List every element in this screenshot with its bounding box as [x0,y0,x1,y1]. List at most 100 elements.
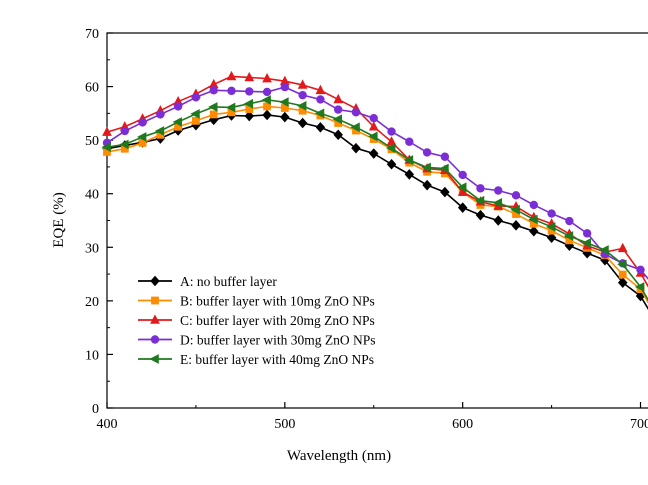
data-point [581,238,591,248]
data-point [192,116,200,125]
legend-label: C: buffer layer with 20mg ZnO NPs [180,313,375,328]
data-point [421,162,431,173]
data-point [156,110,165,119]
data-point [244,71,255,82]
data-point [243,98,254,109]
data-point [563,231,574,241]
data-point [599,245,609,255]
data-point [351,142,361,154]
series-d [102,82,648,280]
data-point [136,132,147,142]
data-point [617,277,628,288]
data-point [457,186,468,196]
y-tick-label: 40 [85,188,99,203]
y-tick-label: 10 [85,348,99,363]
data-point [227,86,236,96]
data-point [510,204,520,215]
data-point [386,136,397,146]
data-point [280,82,290,92]
y-tick-label: 50 [85,134,99,149]
data-point [440,152,450,161]
data-point [494,186,503,195]
data-point [528,214,538,225]
x-tick-label: 400 [97,417,118,432]
data-point [225,102,236,113]
data-point [582,229,592,238]
data-point [332,114,342,125]
data-point [102,126,112,136]
data-point [333,105,343,114]
data-point [280,111,290,123]
legend-item: B: buffer layer with 10mg ZnO NPs [138,294,375,309]
y-tick-label: 60 [85,81,99,96]
data-point [422,179,432,191]
data-point [511,191,521,200]
data-point [297,100,307,111]
data-point [101,142,111,152]
data-point [173,102,183,111]
data-point [262,109,272,121]
data-point [316,95,325,104]
legend-item: E: buffer layer with 40mg ZnO NPs [138,352,374,367]
data-point [154,126,165,136]
data-point [226,70,237,81]
data-point [350,122,360,133]
data-point [263,102,271,111]
data-point [547,209,556,218]
legend-item: A: no buffer layer [138,274,277,289]
legend-label: B: buffer layer with 10mg ZnO NPs [180,294,375,309]
data-point [368,131,378,142]
data-point [458,170,467,180]
data-point [315,84,326,95]
data-point [172,117,182,127]
data-point [476,184,485,193]
legend-item: D: buffer layer with 30mg ZnO NPs [138,333,375,348]
data-point [634,282,645,292]
data-point [333,93,344,104]
data-point [386,158,397,170]
legend-item: C: buffer layer with 20mg ZnO NPs [138,313,375,328]
legend-marker [151,296,159,305]
legend-label: D: buffer layer with 30mg ZnO NPs [180,333,375,348]
data-point [439,163,449,174]
data-point [529,225,539,237]
data-point [120,126,129,136]
x-tick-label: 600 [452,417,473,432]
data-point [492,197,503,208]
data-point [618,270,627,279]
legend-marker [150,275,160,287]
y-tick-label: 30 [85,241,99,256]
data-point [368,121,379,131]
data-point [244,110,255,122]
data-point [298,90,307,100]
data-point [333,129,343,141]
data-point [315,121,326,133]
legend-marker [150,335,160,344]
legend: A: no buffer layer B: buffer layer with 1… [138,274,375,367]
data-point [474,195,485,206]
data-point [297,117,308,129]
data-point [209,86,218,95]
data-point [457,182,467,193]
data-point [385,143,396,154]
data-point [262,87,272,97]
data-point [209,110,218,119]
data-point [529,200,539,210]
legend-marker [150,314,160,324]
data-point [297,79,308,89]
data-point [119,139,129,150]
data-point [546,222,556,232]
data-point [405,137,414,146]
data-point [457,202,468,213]
data-point [138,118,147,127]
data-point [351,108,361,117]
data-point [493,215,503,226]
data-point [422,148,432,157]
x-tick-label: 700 [630,417,648,432]
x-axis-title: Wavelength (nm) [287,448,391,464]
data-point [565,216,574,226]
y-tick-label: 20 [85,295,99,310]
legend-label: E: buffer layer with 40mg ZnO NPs [180,352,374,367]
y-axis-title: EQE (%) [51,192,67,247]
plot-series [101,70,648,310]
